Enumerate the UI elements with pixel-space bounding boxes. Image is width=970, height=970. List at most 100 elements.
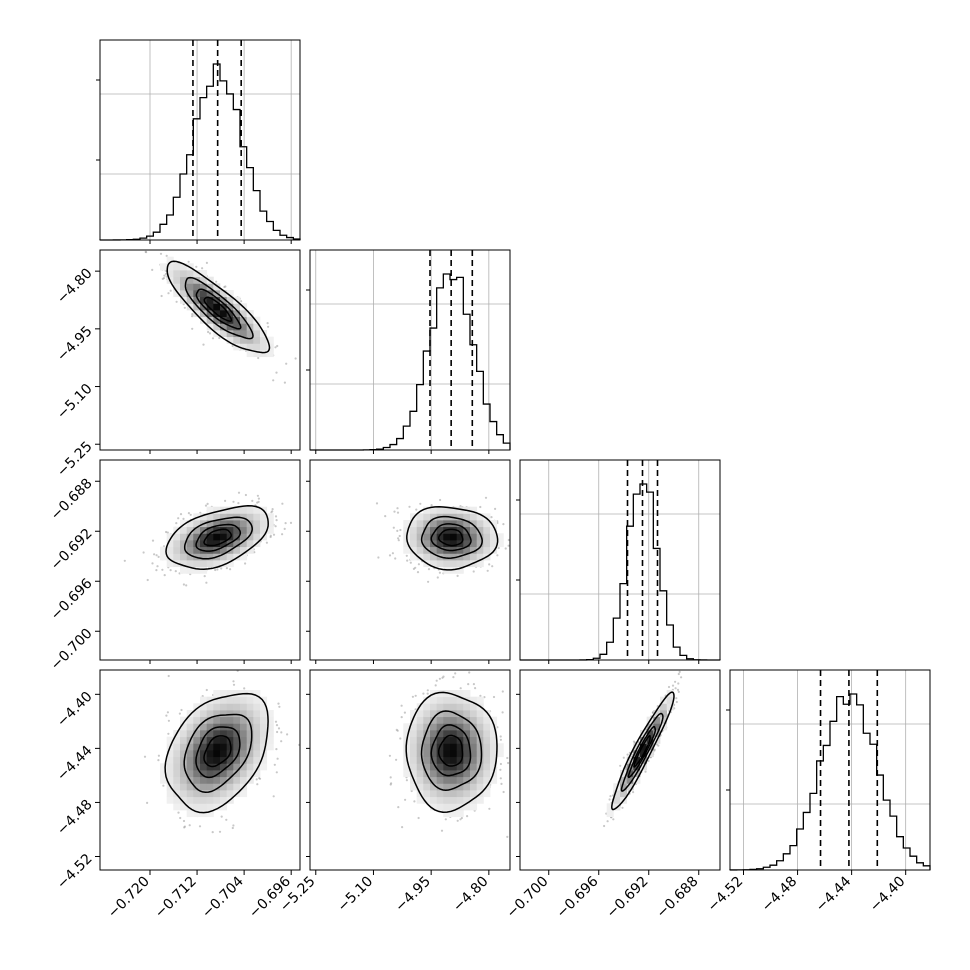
- sample-point: [499, 768, 502, 771]
- density-cell: [423, 730, 431, 738]
- sample-point: [389, 783, 392, 786]
- density-cell: [450, 703, 458, 711]
- sample-point: [276, 757, 279, 760]
- density-cell: [430, 710, 438, 718]
- density-contour: [420, 515, 483, 559]
- density-cell: [200, 783, 208, 791]
- sample-point: [155, 554, 158, 557]
- density-cell: [213, 323, 221, 331]
- density-cell: [186, 803, 194, 811]
- sample-point: [606, 820, 609, 823]
- density-cell: [443, 553, 451, 561]
- sample-point: [674, 687, 677, 690]
- sample-point: [507, 538, 510, 542]
- density-cell: [450, 696, 458, 704]
- panel-content: [143, 670, 300, 834]
- density-cell: [180, 750, 188, 758]
- density-cell: [260, 520, 268, 528]
- sample-point: [502, 523, 505, 526]
- sample-point: [492, 695, 496, 699]
- density-cell: [430, 743, 438, 751]
- sample-point: [165, 254, 168, 257]
- sample-point: [179, 513, 183, 516]
- density-cell: [166, 533, 174, 541]
- density-cell: [490, 730, 498, 738]
- density-cell: [206, 783, 214, 791]
- density-cell: [470, 540, 478, 548]
- density-cell: [476, 696, 484, 704]
- sample-point: [191, 313, 194, 316]
- density-cell: [443, 810, 451, 818]
- density-cell: [476, 750, 484, 758]
- density-cell: [430, 513, 438, 521]
- density-cell: [246, 316, 254, 324]
- density-cell: [206, 716, 214, 724]
- density-cell: [206, 283, 214, 291]
- density-cell: [226, 526, 234, 534]
- sample-point: [506, 756, 509, 760]
- density-cell: [213, 316, 221, 324]
- density-cell: [260, 336, 268, 344]
- density-cell: [206, 790, 214, 798]
- density-cell: [416, 783, 424, 791]
- sample-point: [488, 807, 491, 810]
- density-cell: [240, 553, 248, 561]
- hist-step: [310, 273, 511, 451]
- density-cell: [450, 756, 458, 764]
- sample-point: [399, 528, 402, 532]
- density-cell: [430, 770, 438, 778]
- sample-point: [218, 830, 222, 833]
- density-cell: [416, 796, 424, 804]
- density-cell: [450, 796, 458, 804]
- sample-point: [504, 547, 507, 550]
- density-cell: [173, 736, 181, 744]
- density-cell: [490, 533, 498, 541]
- sample-point: [276, 344, 279, 348]
- density-cell: [470, 506, 478, 514]
- density-cell: [240, 343, 248, 351]
- density-cell: [253, 316, 261, 324]
- sample-point: [280, 731, 283, 734]
- density-cell: [240, 316, 248, 324]
- sample-point: [206, 502, 209, 505]
- density-cell: [483, 533, 491, 541]
- density-cell: [206, 776, 214, 784]
- density-cell: [213, 303, 221, 311]
- y-tick-label: −0.696: [48, 576, 96, 624]
- sample-point: [275, 748, 278, 751]
- density-cell: [423, 526, 431, 534]
- density-contour: [195, 288, 242, 330]
- density-cell: [476, 743, 484, 751]
- density-cell: [470, 730, 478, 738]
- density-cell: [186, 560, 194, 568]
- density-cell: [443, 743, 451, 751]
- density-cell: [206, 533, 214, 541]
- sample-point: [146, 578, 149, 582]
- sample-point: [151, 562, 154, 565]
- density-cell: [443, 540, 451, 548]
- density-cell: [476, 710, 484, 718]
- density-cell: [180, 270, 188, 278]
- density-cell: [476, 770, 484, 778]
- density-cell: [456, 723, 464, 731]
- density-cell: [173, 756, 181, 764]
- density-cell: [186, 756, 194, 764]
- sample-point: [244, 493, 247, 497]
- density-cell: [233, 783, 241, 791]
- density-cell: [200, 710, 208, 718]
- density-cell: [423, 696, 431, 704]
- density-cell: [200, 560, 208, 568]
- sample-point: [278, 705, 281, 708]
- density-cell: [200, 283, 208, 291]
- density-cell: [180, 790, 188, 798]
- panel-content: [603, 670, 683, 828]
- density-cell: [180, 546, 188, 554]
- density-cell: [206, 703, 214, 711]
- panel-frame: [309, 459, 511, 661]
- density-cell: [253, 533, 261, 541]
- density-contour: [195, 726, 241, 779]
- density-cell: [226, 770, 234, 778]
- density-cell: [206, 513, 214, 521]
- density-cell: [213, 790, 221, 798]
- density-cell: [233, 776, 241, 784]
